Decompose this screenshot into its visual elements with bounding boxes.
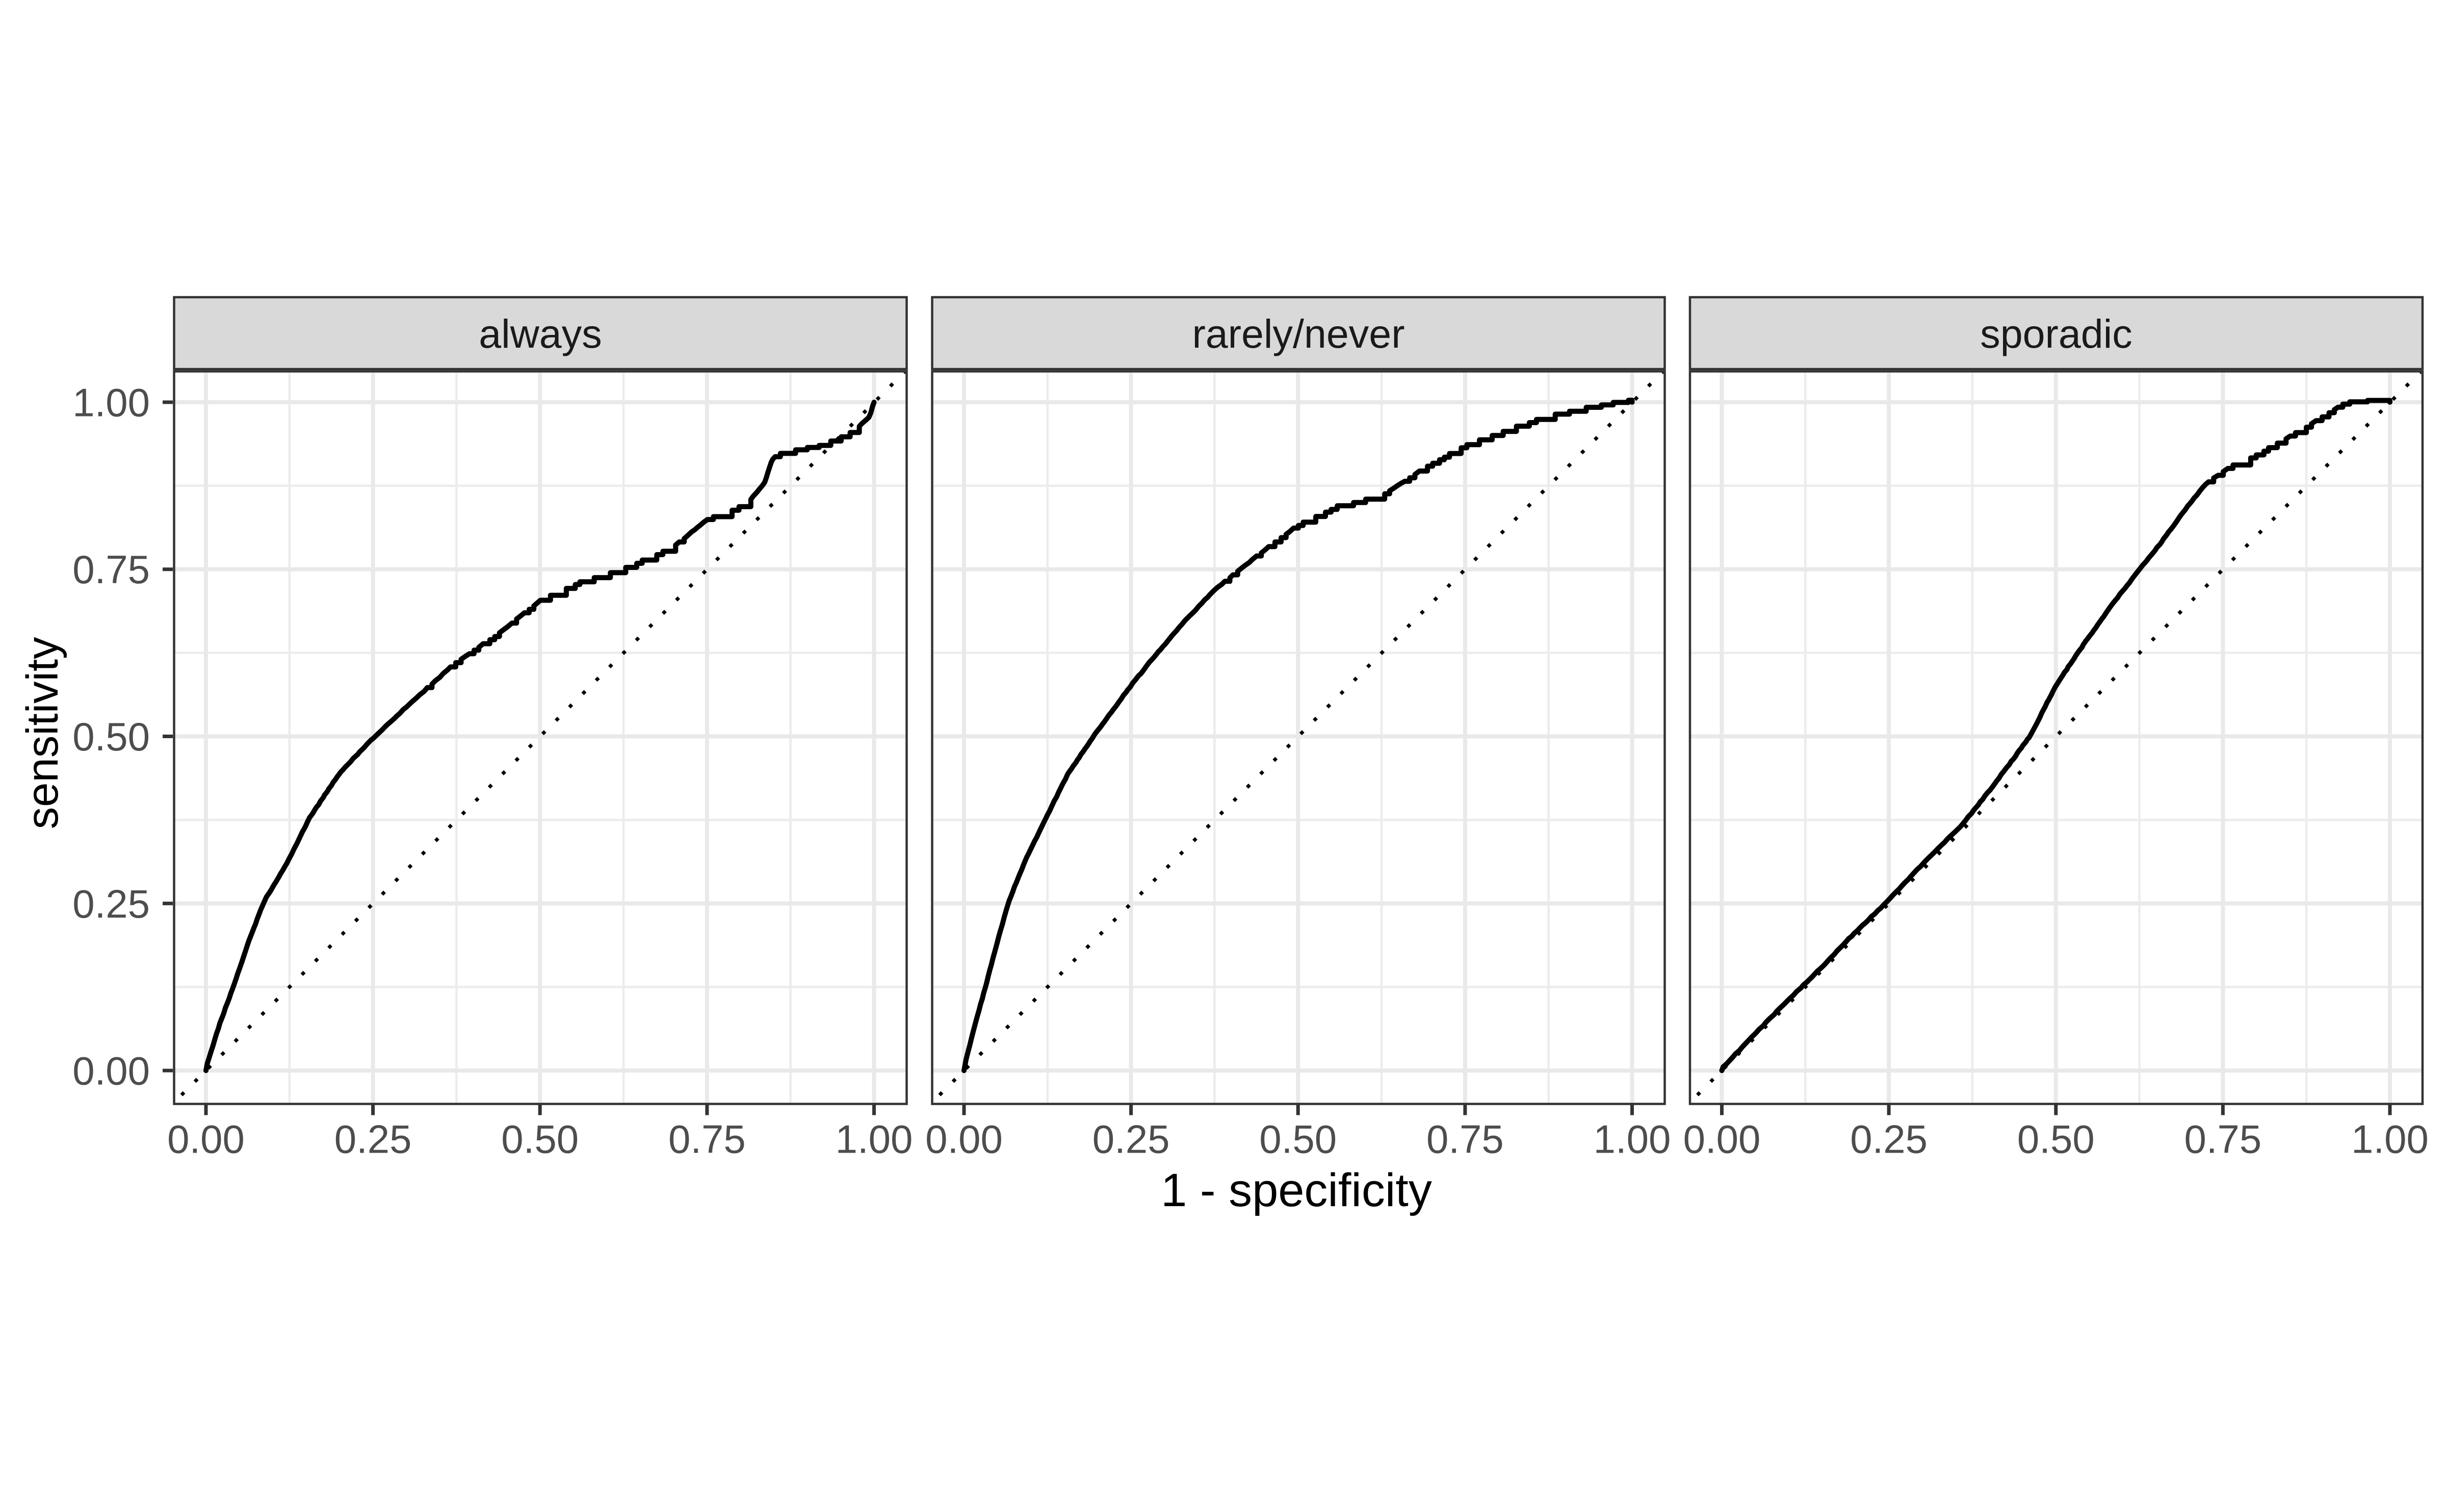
svg-text:0.75: 0.75 <box>668 1117 746 1162</box>
svg-text:1 - specificity: 1 - specificity <box>1161 1164 1432 1216</box>
svg-text:0.50: 0.50 <box>501 1117 579 1162</box>
svg-text:1.00: 1.00 <box>2351 1117 2429 1162</box>
svg-text:0.50: 0.50 <box>2017 1117 2095 1162</box>
svg-text:0.00: 0.00 <box>167 1117 245 1162</box>
svg-text:0.75: 0.75 <box>72 547 150 592</box>
svg-text:0.50: 0.50 <box>1259 1117 1337 1162</box>
svg-text:0.25: 0.25 <box>1092 1117 1170 1162</box>
svg-text:always: always <box>479 311 602 356</box>
svg-text:1.00: 1.00 <box>836 1117 913 1162</box>
svg-text:0.25: 0.25 <box>1850 1117 1928 1162</box>
svg-text:1.00: 1.00 <box>1594 1117 1671 1162</box>
svg-text:0.75: 0.75 <box>1426 1117 1504 1162</box>
svg-text:0.25: 0.25 <box>72 881 150 926</box>
svg-text:0.00: 0.00 <box>72 1049 150 1093</box>
svg-text:0.50: 0.50 <box>72 714 150 759</box>
svg-text:0.00: 0.00 <box>1683 1117 1761 1162</box>
svg-text:0.75: 0.75 <box>2184 1117 2261 1162</box>
svg-text:1.00: 1.00 <box>72 380 150 425</box>
svg-text:0.25: 0.25 <box>334 1117 412 1162</box>
svg-text:sensitivity: sensitivity <box>18 637 67 829</box>
svg-text:rarely/never: rarely/never <box>1192 311 1404 356</box>
svg-text:0.00: 0.00 <box>925 1117 1003 1162</box>
svg-text:sporadic: sporadic <box>1980 311 2132 356</box>
